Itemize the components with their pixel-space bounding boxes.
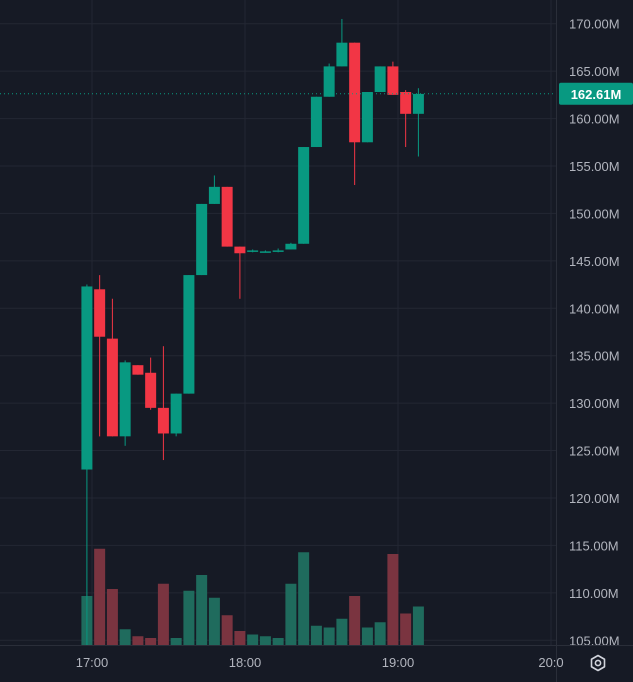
y-tick-label: 105.00M <box>569 633 620 648</box>
candle-body <box>247 250 259 252</box>
settings-icon <box>590 654 606 672</box>
x-tick-label: 17:00 <box>76 655 109 670</box>
volume-bar <box>145 638 157 645</box>
y-tick-label: 150.00M <box>569 206 620 221</box>
candle-body <box>349 42 361 143</box>
candle-body <box>259 251 271 253</box>
volume-bar <box>336 618 348 645</box>
candle-body <box>132 365 144 375</box>
x-tick-label: 18:00 <box>229 655 262 670</box>
candle-body <box>336 42 348 67</box>
volume-bar <box>132 636 144 645</box>
volume-bar <box>374 622 386 645</box>
volume-bar <box>247 634 259 645</box>
volume-bar <box>94 548 106 645</box>
candle-body <box>285 243 297 250</box>
last-price-label: 162.61M <box>571 87 622 102</box>
volume-bar <box>170 638 182 645</box>
candle-body <box>298 147 310 244</box>
x-tick-label: 20:0 <box>538 655 563 670</box>
settings-button[interactable] <box>586 651 610 675</box>
y-axis[interactable]: 170.00M 165.00M 160.00M 155.00M 150.00M 145.0… <box>556 0 620 682</box>
last-price-tag: 162.61M <box>559 82 633 105</box>
volume-bar <box>285 583 297 645</box>
volume-bar <box>106 589 118 645</box>
candle-body <box>170 393 182 434</box>
candle-body <box>400 92 412 114</box>
y-tick-label: 145.00M <box>569 254 620 269</box>
x-axis[interactable]: 17:00 18:00 19:00 20:0 <box>0 645 633 671</box>
y-tick-label: 155.00M <box>569 159 620 174</box>
y-tick-label: 170.00M <box>569 17 620 32</box>
candle-body <box>81 286 93 470</box>
candle-body <box>208 186 220 204</box>
candle-body <box>361 92 373 143</box>
candle-body <box>323 66 335 97</box>
x-tick-label: 19:00 <box>382 655 415 670</box>
y-tick-label: 160.00M <box>569 112 620 127</box>
y-tick-label: 135.00M <box>569 349 620 364</box>
y-tick-label: 165.00M <box>569 64 620 79</box>
candle-body <box>272 250 284 252</box>
candle-body <box>221 186 233 247</box>
volume-bar <box>323 627 335 645</box>
last-price-tag-bg <box>559 82 633 105</box>
volume-bar <box>259 636 271 645</box>
y-tick-label: 115.00M <box>569 538 619 553</box>
volume-bar <box>400 613 412 645</box>
volume-bar <box>298 552 310 645</box>
volume-bar <box>361 627 373 645</box>
y-tick-label: 140.00M <box>569 301 620 316</box>
volume-bar <box>183 590 195 645</box>
last-price-line: 162.61M <box>0 82 633 105</box>
volume-bars <box>81 548 424 645</box>
volume-bar <box>234 631 246 645</box>
y-tick-label: 120.00M <box>569 491 620 506</box>
candle-body <box>119 362 131 437</box>
candle-body <box>94 289 106 337</box>
volume-bar <box>208 597 220 645</box>
volume-bar <box>157 583 169 645</box>
volume-bar <box>310 625 322 645</box>
candle-body <box>387 66 399 95</box>
candle-body <box>412 93 424 114</box>
volume-bar <box>272 638 284 645</box>
volume-bar <box>196 575 208 645</box>
candle-body <box>234 246 246 254</box>
volume-bar <box>387 554 399 645</box>
volume-bar <box>349 596 361 645</box>
candle-body <box>106 338 118 437</box>
y-tick-label: 110.00M <box>569 586 619 601</box>
candle-body <box>183 275 195 394</box>
volume-bar <box>221 615 233 645</box>
y-tick-label: 130.00M <box>569 396 620 411</box>
candle-body <box>196 203 208 276</box>
volume-bar <box>412 606 424 645</box>
candles <box>81 18 424 645</box>
volume-bar <box>119 629 131 645</box>
candle-body <box>145 372 157 408</box>
candle-body <box>157 407 169 434</box>
candle-body <box>310 96 322 148</box>
candle-body <box>374 66 386 93</box>
y-tick-label: 125.00M <box>569 444 620 459</box>
